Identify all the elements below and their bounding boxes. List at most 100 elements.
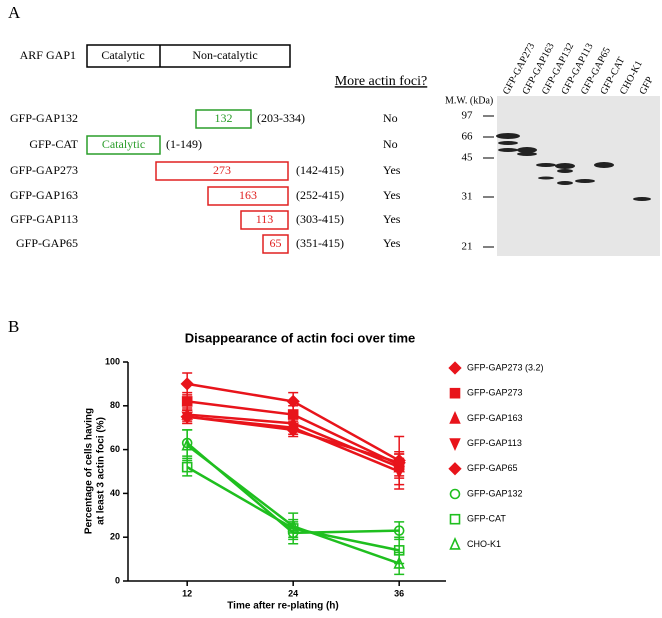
marker xyxy=(449,410,461,424)
gel-band xyxy=(517,147,537,153)
marker xyxy=(393,556,405,569)
marker xyxy=(180,410,194,424)
foci-answer: Yes xyxy=(383,188,401,202)
x-axis-label: Time after re-plating (h) xyxy=(227,601,339,612)
construct-box-label: 113 xyxy=(256,212,274,226)
legend-label: GFP-GAP132 xyxy=(467,488,523,498)
gel-band xyxy=(538,176,554,180)
construct-box-label: 132 xyxy=(215,111,233,125)
marker xyxy=(286,423,300,437)
marker xyxy=(393,525,405,536)
gel-band xyxy=(557,169,573,173)
mw-label: M.W. (kDa) xyxy=(445,95,493,106)
panel-label: A xyxy=(8,3,21,22)
construct-range: (1-149) xyxy=(166,137,202,151)
construct-box xyxy=(86,135,161,155)
construct-range: (203-334) xyxy=(257,111,305,125)
construct-box-label: 163 xyxy=(239,188,257,202)
mw-marker: 66 xyxy=(462,131,474,143)
construct-name: GFP-GAP163 xyxy=(10,188,78,202)
mw-marker: 21 xyxy=(462,241,473,253)
domain-name: ARF GAP1 xyxy=(20,48,76,62)
gel-band xyxy=(594,162,614,168)
y-tick-label: 40 xyxy=(110,488,120,498)
y-tick-label: 0 xyxy=(115,575,120,585)
marker xyxy=(449,513,461,525)
legend-label: GFP-CAT xyxy=(467,514,506,524)
foci-answer: No xyxy=(383,137,398,151)
construct-box xyxy=(195,109,252,129)
foci-answer: Yes xyxy=(383,236,401,250)
marker xyxy=(449,488,461,500)
construct-name: GFP-GAP65 xyxy=(16,236,78,250)
y-tick-label: 60 xyxy=(110,444,120,454)
legend-label: GFP-GAP163 xyxy=(467,413,523,423)
series-line xyxy=(186,444,400,565)
marker xyxy=(287,518,299,532)
error-bar xyxy=(288,512,299,541)
gel-band xyxy=(555,163,575,169)
y-tick-label: 100 xyxy=(105,356,120,366)
gel-band xyxy=(498,148,518,152)
marker xyxy=(448,361,462,375)
domain-part: Catalytic xyxy=(101,48,144,62)
x-tick-label: 24 xyxy=(288,588,298,598)
construct-name: GFP-GAP132 xyxy=(10,111,78,125)
gel-band xyxy=(536,163,556,167)
foci-answer: Yes xyxy=(383,163,401,177)
construct-name: GFP-GAP113 xyxy=(10,212,78,226)
domain-part: Non-catalytic xyxy=(192,48,257,62)
x-tick-label: 36 xyxy=(394,588,404,598)
marker xyxy=(449,387,461,399)
foci-answer: Yes xyxy=(383,212,401,226)
chart-title: Disappearance of actin foci over time xyxy=(185,330,415,345)
y-tick-label: 80 xyxy=(110,400,120,410)
mw-marker: 97 xyxy=(462,110,474,122)
legend-label: GFP-GAP65 xyxy=(467,463,518,473)
domain-bar xyxy=(86,44,291,68)
construct-box-label: Catalytic xyxy=(102,137,145,151)
legend-label: GFP-GAP273 (3.2) xyxy=(467,362,544,372)
construct-box xyxy=(155,161,289,181)
marker xyxy=(181,437,193,451)
construct-box xyxy=(262,234,289,254)
y-tick-label: 20 xyxy=(110,532,120,542)
gel-band xyxy=(498,141,518,145)
legend-label: CHO-K1 xyxy=(467,539,501,549)
lane-label: GFP xyxy=(637,75,656,97)
gel-band xyxy=(496,133,520,139)
legend-label: GFP-GAP273 xyxy=(467,388,523,398)
construct-name: GFP-CAT xyxy=(29,137,78,151)
marker xyxy=(181,396,193,407)
marker xyxy=(449,536,461,550)
construct-range: (303-415) xyxy=(296,212,344,226)
marker xyxy=(181,461,193,473)
mw-marker: 31 xyxy=(462,191,473,203)
y-axis-label: Percentage of cells having xyxy=(84,408,95,534)
marker xyxy=(449,438,461,452)
gel xyxy=(497,96,660,256)
construct-range: (351-415) xyxy=(296,236,344,250)
gel-band xyxy=(517,152,537,156)
y-axis-label: at least 3 actin foci (%) xyxy=(96,417,107,525)
marker xyxy=(392,456,406,470)
gel-band xyxy=(557,181,573,185)
construct-box xyxy=(207,186,289,206)
x-tick-label: 12 xyxy=(182,588,192,598)
error-bar xyxy=(182,429,193,462)
panel-label: B xyxy=(8,317,19,336)
mw-marker: 45 xyxy=(462,152,474,164)
construct-name: GFP-GAP273 xyxy=(10,163,78,177)
gel-band xyxy=(633,197,651,201)
question: More actin foci? xyxy=(335,74,428,89)
gel-band xyxy=(575,179,595,183)
construct-range: (142-415) xyxy=(296,163,344,177)
construct-range: (252-415) xyxy=(296,188,344,202)
construct-box xyxy=(240,210,289,230)
marker xyxy=(180,377,194,391)
construct-box-label: 65 xyxy=(270,236,282,250)
foci-answer: No xyxy=(383,111,398,125)
construct-box-label: 273 xyxy=(213,163,231,177)
